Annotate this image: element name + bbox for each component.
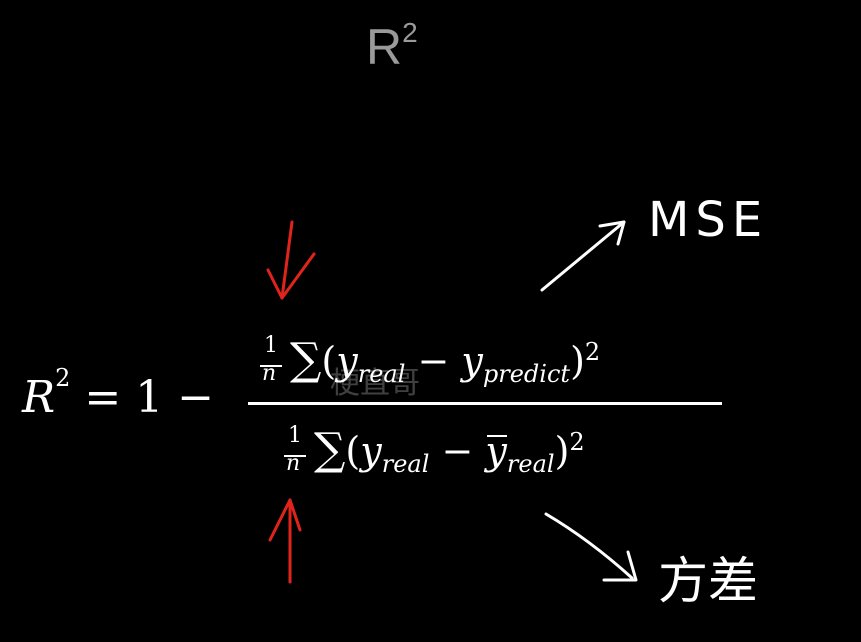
frac-bar bbox=[260, 364, 282, 367]
y-real: y bbox=[336, 339, 358, 383]
close-paren: ) bbox=[570, 339, 585, 383]
subscript-real: real bbox=[357, 360, 406, 388]
main-fraction-bar bbox=[248, 402, 722, 405]
y-predict: y bbox=[461, 339, 483, 383]
frac-one: 1 bbox=[264, 332, 278, 358]
subscript-real: real bbox=[381, 450, 430, 478]
sigma-symbol: ∑ bbox=[290, 334, 322, 385]
frac-bar bbox=[284, 454, 306, 457]
red-down-arrow-icon bbox=[266, 220, 316, 300]
subscript-real: real bbox=[506, 450, 555, 478]
mse-label: MSE bbox=[648, 192, 768, 248]
red-up-arrow-icon bbox=[268, 498, 302, 584]
denominator-one-over-n: 1 n bbox=[282, 423, 308, 481]
numerator-one-over-n: 1 n bbox=[258, 333, 284, 391]
lhs-exponent: 2 bbox=[55, 364, 71, 393]
y-real: y bbox=[360, 429, 382, 473]
open-paren: ( bbox=[345, 429, 361, 473]
open-paren: ( bbox=[321, 339, 337, 383]
numerator: 1 n ∑(yreal − ypredict)2 bbox=[258, 333, 601, 391]
denominator: 1 n ∑(yreal − yreal)2 bbox=[282, 423, 585, 481]
equation-lhs: R2 = 1 − bbox=[22, 364, 215, 423]
sigma-symbol: ∑ bbox=[314, 424, 346, 475]
equals-one-minus: = 1 − bbox=[84, 372, 215, 423]
squared: 2 bbox=[569, 428, 585, 456]
white-arrow-to-mse-icon bbox=[540, 220, 626, 292]
close-paren: ) bbox=[554, 429, 570, 473]
y-bar-mean: y bbox=[485, 429, 508, 473]
white-arrow-to-variance-icon bbox=[544, 512, 638, 582]
slide-title: R2 bbox=[366, 19, 418, 75]
title-base: R bbox=[366, 19, 403, 75]
watermark: 梗直哥 bbox=[330, 366, 420, 401]
title-exponent: 2 bbox=[402, 17, 418, 49]
frac-one: 1 bbox=[288, 422, 302, 448]
frac-n: n bbox=[286, 450, 301, 476]
frac-n: n bbox=[262, 360, 277, 386]
variance-label: 方差 bbox=[658, 552, 758, 610]
minus-sign: − bbox=[441, 429, 474, 473]
minus-sign: − bbox=[417, 339, 450, 383]
squared: 2 bbox=[584, 338, 601, 366]
lhs-variable: R bbox=[22, 372, 56, 423]
subscript-predict: predict bbox=[482, 360, 571, 388]
